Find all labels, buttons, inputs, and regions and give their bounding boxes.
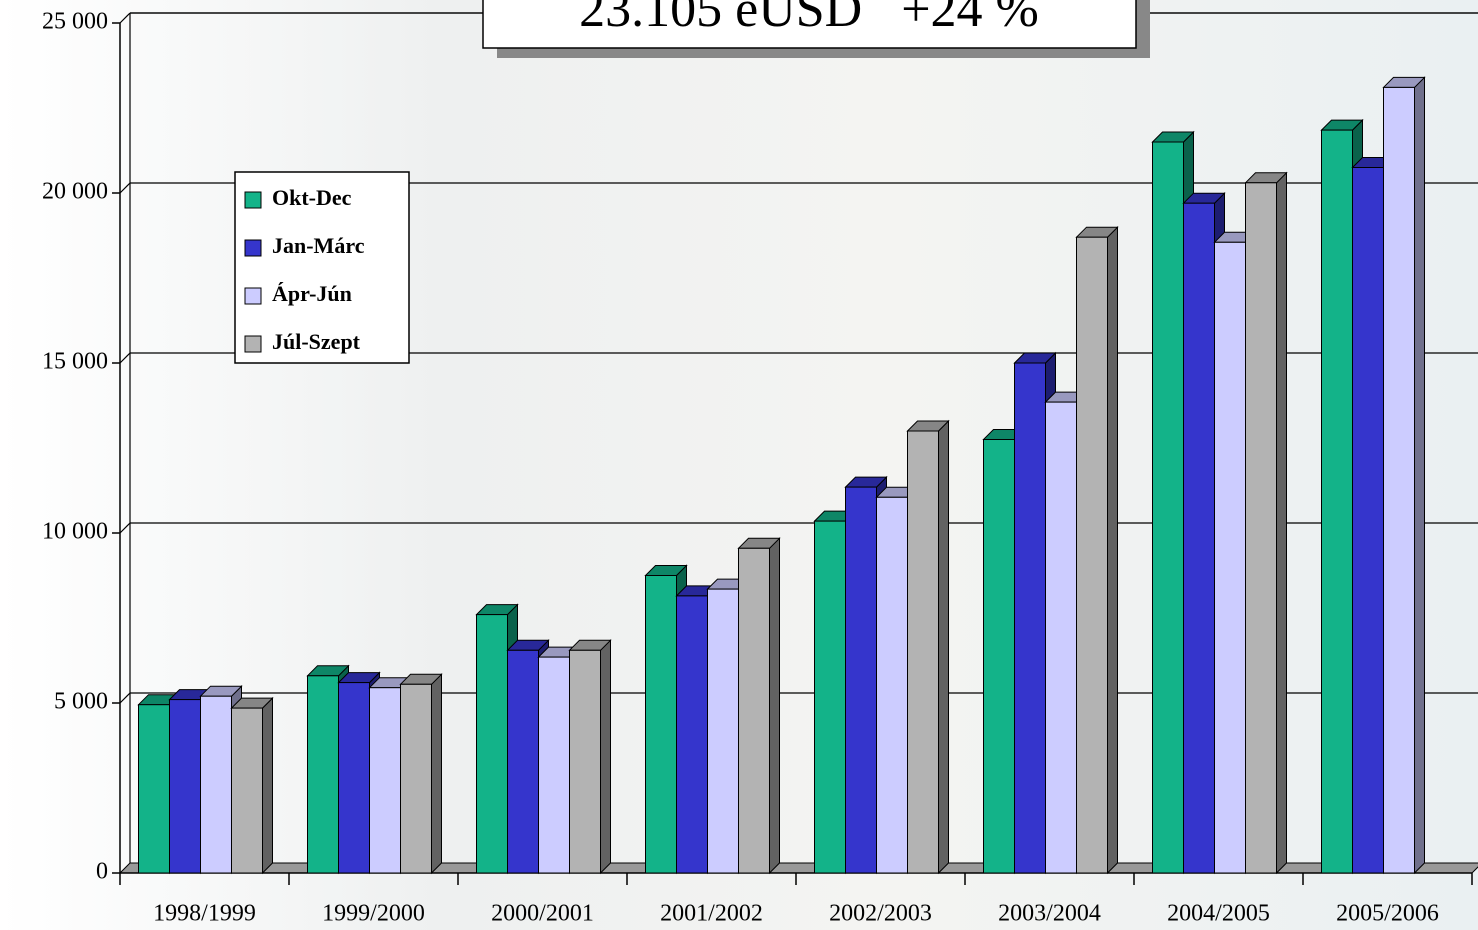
bar <box>1076 236 1108 874</box>
grid-line-side <box>119 692 131 704</box>
y-tick-label: 25 000 <box>42 9 108 35</box>
y-tick-label: 5 000 <box>54 689 108 715</box>
bar <box>507 649 539 874</box>
bar <box>200 695 232 874</box>
bar <box>1352 167 1384 874</box>
legend-swatch <box>244 191 262 209</box>
bar-side <box>1276 171 1287 875</box>
grid-line-side <box>119 352 131 364</box>
x-tick-label: 1998/1999 <box>153 901 256 927</box>
title-box <box>482 0 1137 49</box>
bar <box>569 649 601 874</box>
bar <box>307 675 339 874</box>
bar <box>400 683 432 874</box>
bar <box>907 430 939 874</box>
bar <box>1183 202 1215 874</box>
bar <box>707 588 739 874</box>
grid-line-side <box>119 182 131 194</box>
legend-swatch <box>244 287 262 305</box>
y-tick-label: 10 000 <box>42 519 108 545</box>
bar <box>676 595 708 874</box>
x-tick-label: 1999/2000 <box>322 901 425 927</box>
legend-label: Ápr-Jún <box>272 281 352 306</box>
x-tick-label: 2002/2003 <box>829 901 932 927</box>
bar <box>538 656 570 874</box>
y-tick-label: 20 000 <box>42 179 108 205</box>
bar <box>1383 86 1415 874</box>
legend-label: Okt-Dec <box>272 185 352 210</box>
bar <box>138 704 170 874</box>
bar <box>645 575 677 874</box>
x-tick-label: 2004/2005 <box>1167 901 1270 927</box>
x-tick-label: 2003/2004 <box>998 901 1101 927</box>
legend-label: Júl-Szept <box>272 329 361 354</box>
bar <box>876 496 908 874</box>
bar <box>1321 129 1353 874</box>
bar-side <box>262 696 273 875</box>
legend-swatch <box>244 335 262 353</box>
bar <box>845 486 877 874</box>
bar-side <box>938 419 949 875</box>
bar <box>983 439 1015 874</box>
x-tick-label: 2005/2006 <box>1336 901 1439 927</box>
bar <box>1045 401 1077 874</box>
grid-line-side <box>119 12 131 24</box>
bar <box>1245 182 1277 874</box>
bar <box>1014 362 1046 874</box>
bar-side <box>431 673 442 875</box>
legend-swatch <box>244 239 262 257</box>
y-tick-label: 15 000 <box>42 349 108 375</box>
bar <box>1152 141 1184 874</box>
x-tick-label: 2000/2001 <box>491 901 594 927</box>
bar <box>169 699 201 874</box>
bar-side <box>600 639 611 875</box>
legend-label: Jan-Márc <box>272 233 365 258</box>
bar <box>738 547 770 874</box>
grid-line-side <box>119 522 131 534</box>
bar <box>1214 241 1246 874</box>
y-tick-label: 0 <box>96 859 108 885</box>
bar-side <box>1107 225 1118 875</box>
bar <box>231 707 263 874</box>
bar <box>814 520 846 874</box>
bar-side <box>1414 76 1425 875</box>
chart-title: 23.105 eUSD +24 % <box>579 0 1039 38</box>
legend-box <box>234 171 410 364</box>
bar <box>369 687 401 874</box>
x-tick-label: 2001/2002 <box>660 901 763 927</box>
bar <box>338 682 370 874</box>
bar <box>476 614 508 874</box>
bar-side <box>769 537 780 875</box>
